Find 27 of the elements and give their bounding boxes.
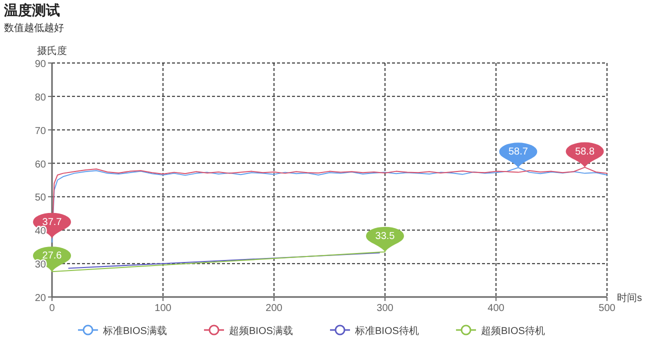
legend-label: 标准BIOS待机 <box>354 325 419 337</box>
annotation: 58.8 <box>575 146 595 158</box>
chart-title: 温度测试 <box>3 2 60 18</box>
legend-label: 超频BIOS待机 <box>481 325 545 337</box>
annotation: 37.7 <box>42 216 62 228</box>
x-tick-label: 500 <box>598 303 616 314</box>
legend-label: 超频BIOS满载 <box>229 325 293 337</box>
x-axis-title: 时间s <box>617 292 642 304</box>
y-tick-label: 50 <box>34 192 46 204</box>
y-tick-label: 90 <box>34 59 46 70</box>
x-tick-label: 0 <box>49 303 56 314</box>
y-tick-label: 80 <box>34 92 46 104</box>
x-tick-label: 100 <box>154 303 172 314</box>
y-tick-label: 60 <box>34 159 46 170</box>
x-tick-label: 400 <box>488 303 505 314</box>
x-tick-label: 300 <box>376 303 394 314</box>
y-tick-label: 30 <box>34 260 46 271</box>
x-tick-label: 200 <box>266 303 283 314</box>
legend-label: 标准BIOS满载 <box>102 325 167 337</box>
annotation: 27.6 <box>42 250 62 262</box>
y-tick-label: 40 <box>34 226 46 238</box>
chart-subtitle: 数值越低越好 <box>4 22 64 34</box>
annotation: 33.5 <box>375 230 396 242</box>
y-axis-title: 摄氏度 <box>37 45 67 57</box>
annotation: 58.7 <box>508 146 528 158</box>
y-tick-label: 20 <box>34 293 46 304</box>
y-tick-label: 70 <box>34 126 46 137</box>
